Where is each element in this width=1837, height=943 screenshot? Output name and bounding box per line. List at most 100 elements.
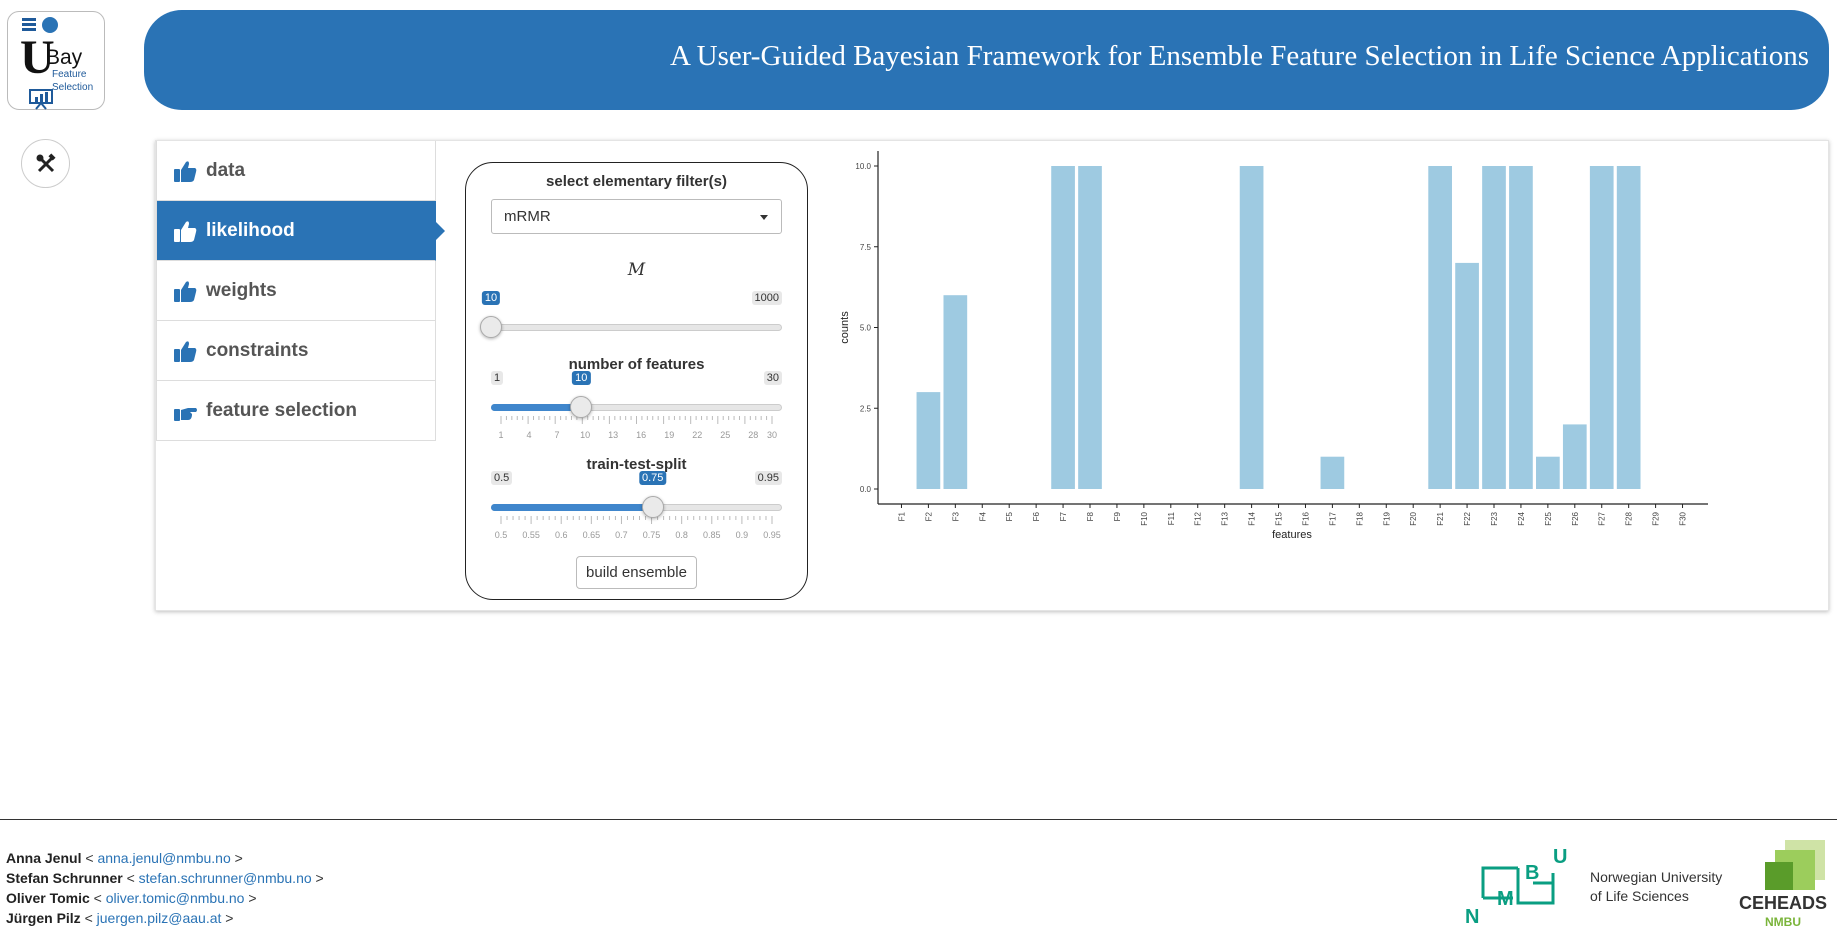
- x-tick-label: F19: [1382, 511, 1391, 525]
- x-tick-label: F3: [951, 511, 960, 521]
- nfeat-slider-min: 1: [491, 371, 504, 385]
- thumbs-up-icon: [174, 280, 197, 302]
- m-slider-value: 10: [481, 291, 501, 305]
- split-slider-ticks: [500, 516, 773, 524]
- nfeat-slider-handle[interactable]: [570, 396, 593, 418]
- x-tick-label: F24: [1517, 511, 1526, 525]
- ubay-logo: U Bay Feature Selection: [7, 11, 105, 110]
- m-slider-handle[interactable]: [480, 316, 502, 338]
- bar: [1562, 424, 1587, 489]
- x-tick-label: F4: [978, 511, 987, 521]
- filter-label: select elementary filter(s): [546, 173, 727, 190]
- tab-label: data: [206, 159, 246, 181]
- tools-icon: [36, 152, 56, 172]
- bar: [1078, 166, 1102, 489]
- split-slider-handle[interactable]: [641, 496, 664, 518]
- x-tick-label: F18: [1355, 511, 1364, 525]
- tab-likelihood[interactable]: likelihood: [157, 201, 445, 261]
- slider-tick-label: 0.5: [494, 530, 508, 540]
- x-tick-label: F28: [1625, 511, 1634, 525]
- settings-toggle-button[interactable]: [21, 139, 70, 188]
- x-tick-label: F14: [1248, 511, 1257, 525]
- nfeat-label: number of features: [568, 356, 705, 373]
- slider-tick-label: 0.6: [554, 530, 568, 540]
- x-tick-label: F20: [1409, 511, 1418, 525]
- x-axis-title: features: [1272, 529, 1312, 541]
- tab-weights[interactable]: weights: [157, 261, 436, 321]
- tab-feature-selection[interactable]: feature selection: [157, 381, 436, 441]
- author-name: Jürgen Pilz: [6, 910, 81, 926]
- ceheads-subtitle: NMBU: [1765, 915, 1801, 929]
- x-tick-label: F11: [1167, 511, 1176, 525]
- author-row: Stefan Schrunner < stefan.schrunner@nmbu…: [6, 870, 324, 886]
- x-tick-label: F27: [1598, 511, 1607, 525]
- split-label: train-test-split: [586, 456, 687, 473]
- author-row: Jürgen Pilz < juergen.pilz@aau.at >: [6, 910, 234, 926]
- tab-list: data likelihood weights constraints feature …: [156, 141, 445, 441]
- nfeat-slider-fill: [491, 404, 582, 411]
- author-email-link[interactable]: oliver.tomic@nmbu.no: [105, 890, 245, 906]
- svg-text:B: B: [1525, 862, 1539, 884]
- x-tick-label: F10: [1140, 511, 1149, 525]
- m-slider-max: 1000: [751, 291, 782, 305]
- tab-label: weights: [206, 279, 277, 301]
- slider-tick-label: 28: [748, 430, 759, 440]
- slider-tick-label: 16: [636, 430, 647, 440]
- split-slider-value: 0.75: [638, 471, 667, 485]
- author-name: Oliver Tomic: [6, 890, 90, 906]
- feature-counts-chart: 0.0 2.5 5.0 7.5 10.0 F1 F2 F3 F4 F5 F6 F7 F8 F9 F10 F11…: [839, 151, 1708, 541]
- x-tick-label: F12: [1194, 511, 1203, 525]
- x-tick-label: F1: [897, 511, 906, 521]
- y-tick-label: 5.0: [860, 324, 872, 333]
- logo-letter: U: [20, 31, 55, 84]
- filter-select[interactable]: mRMR: [491, 199, 782, 234]
- thumbs-up-icon: [174, 160, 197, 182]
- slider-tick-label: 4: [526, 430, 532, 440]
- slider-tick-label: 0.85: [703, 530, 721, 540]
- author-list: Anna Jenul < anna.jenul@nmbu.no > Stefan …: [6, 848, 324, 928]
- database-brain-icon: [22, 17, 58, 33]
- svg-text:U: U: [1553, 846, 1567, 868]
- slider-tick-label: 0.9: [735, 530, 749, 540]
- ceheads-logo: CEHEADS NMBU: [1733, 838, 1833, 938]
- tab-data[interactable]: data: [157, 141, 436, 201]
- m-slider-track[interactable]: [491, 324, 782, 331]
- m-label: M: [627, 260, 646, 280]
- bar: [916, 392, 941, 489]
- x-tick-label: F17: [1328, 511, 1337, 525]
- slider-tick-label: 0.65: [582, 530, 601, 540]
- bar: [1616, 166, 1641, 489]
- ceheads-mark-icon: [1765, 840, 1825, 890]
- tab-label: likelihood: [206, 219, 295, 241]
- likelihood-controls-panel: select elementary filter(s) mRMR M 10 10…: [465, 162, 808, 600]
- slider-tick-label: 13: [608, 430, 619, 440]
- footer-divider: [0, 819, 1837, 820]
- x-tick-label: F25: [1544, 511, 1553, 525]
- tab-constraints[interactable]: constraints: [157, 321, 436, 381]
- y-tick-label: 2.5: [860, 404, 872, 413]
- author-row: Anna Jenul < anna.jenul@nmbu.no >: [6, 850, 243, 866]
- author-email-link[interactable]: anna.jenul@nmbu.no: [97, 850, 231, 866]
- build-ensemble-button[interactable]: build ensemble: [576, 556, 697, 589]
- slider-tick-label: 22: [692, 430, 703, 440]
- split-slider-min: 0.5: [491, 471, 513, 485]
- x-tick-label: F6: [1032, 511, 1041, 521]
- x-tick-label: F23: [1490, 511, 1499, 525]
- author-email-link[interactable]: juergen.pilz@aau.at: [96, 910, 222, 926]
- x-tick-label: F8: [1086, 511, 1095, 521]
- header-banner: A User-Guided Bayesian Framework for Ens…: [144, 10, 1829, 110]
- author-email-link[interactable]: stefan.schrunner@nmbu.no: [138, 870, 312, 886]
- y-tick-label: 0.0: [860, 485, 872, 494]
- slider-tick-label: 19: [664, 430, 675, 440]
- x-tick-label: F29: [1652, 511, 1661, 525]
- x-tick-label: F22: [1463, 511, 1472, 525]
- author-name: Stefan Schrunner: [6, 870, 123, 886]
- slider-tick-label: 7: [554, 430, 560, 440]
- thumbs-up-icon: [174, 340, 197, 362]
- y-tick-label: 7.5: [860, 243, 872, 252]
- university-line1: Norwegian University: [1590, 869, 1723, 885]
- author-name: Anna Jenul: [6, 850, 82, 866]
- slider-tick-label: 0.8: [675, 530, 688, 540]
- logo-subtitle-line1: Feature: [52, 69, 87, 80]
